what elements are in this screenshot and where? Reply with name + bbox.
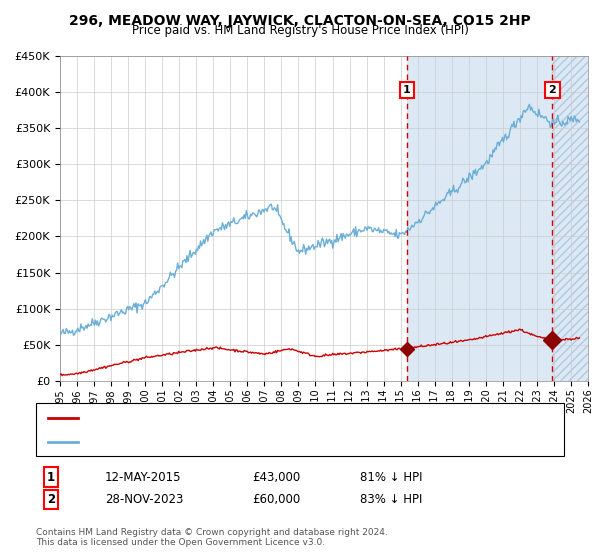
Bar	[407, 56, 588, 381]
Text: 2: 2	[47, 493, 55, 506]
Text: Contains HM Land Registry data © Crown copyright and database right 2024.
This d: Contains HM Land Registry data © Crown c…	[36, 528, 388, 547]
Text: 81% ↓ HPI: 81% ↓ HPI	[360, 470, 422, 484]
Text: 1: 1	[403, 85, 410, 95]
Text: Price paid vs. HM Land Registry's House Price Index (HPI): Price paid vs. HM Land Registry's House …	[131, 24, 469, 37]
Text: HPI: Average price, detached house, Tendring: HPI: Average price, detached house, Tend…	[84, 436, 322, 446]
Text: £43,000: £43,000	[252, 470, 300, 484]
Text: 2: 2	[548, 85, 556, 95]
Text: £60,000: £60,000	[252, 493, 300, 506]
Text: 12-MAY-2015: 12-MAY-2015	[105, 470, 182, 484]
Text: 296, MEADOW WAY, JAYWICK, CLACTON-ON-SEA, CO15 2HP: 296, MEADOW WAY, JAYWICK, CLACTON-ON-SEA…	[69, 14, 531, 28]
Text: 83% ↓ HPI: 83% ↓ HPI	[360, 493, 422, 506]
Text: 296, MEADOW WAY, JAYWICK, CLACTON-ON-SEA, CO15 2HP (detached house): 296, MEADOW WAY, JAYWICK, CLACTON-ON-SEA…	[84, 413, 490, 423]
Bar	[553, 56, 588, 381]
Text: 28-NOV-2023: 28-NOV-2023	[105, 493, 184, 506]
Text: 1: 1	[47, 470, 55, 484]
